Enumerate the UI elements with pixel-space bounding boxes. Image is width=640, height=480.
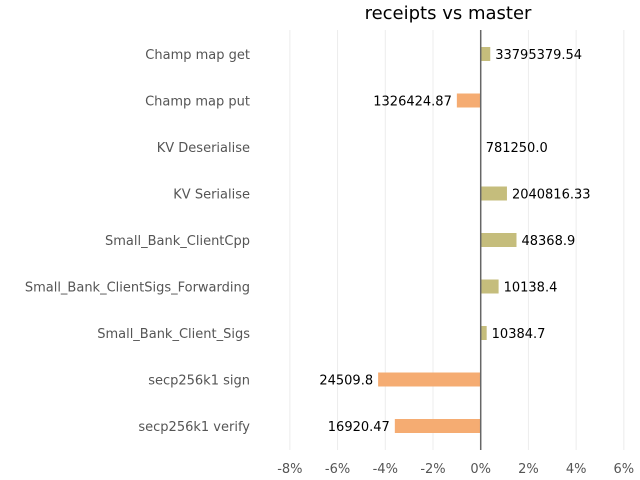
data-label: 1326424.87 [373,95,452,110]
x-tick-label: 4% [566,462,587,477]
category-label: Small_Bank_Client_Sigs [97,327,250,342]
category-label: Champ map put [145,95,250,110]
category-label: Small_Bank_ClientSigs_Forwarding [25,281,250,296]
x-tick-label: -2% [420,462,445,477]
bars [378,47,517,433]
data-label: 33795379.54 [495,48,582,63]
x-tick-label: -4% [373,462,398,477]
bar [480,326,487,340]
category-label: secp256k1 sign [148,374,250,389]
x-tick-label: -8% [277,462,302,477]
category-labels: Champ map get Champ map put KV Deserialise… [25,48,250,435]
category-label: secp256k1 verify [138,420,250,435]
bar [480,279,499,294]
bar [378,372,481,387]
data-label: 10384.7 [492,327,546,342]
data-label: 781250.0 [486,141,548,156]
bar [480,186,507,201]
bar [480,233,517,247]
x-tick-label: -6% [325,462,350,477]
category-label: Champ map get [145,48,250,63]
data-label: 2040816.33 [512,188,591,203]
x-tick-label: 2% [518,462,539,477]
bar [480,47,491,61]
category-label: KV Deserialise [157,141,250,156]
x-tick-label: 6% [614,462,635,477]
chart-title: receipts vs master [365,3,532,24]
data-label: 48368.9 [521,234,575,249]
category-label: KV Serialise [173,188,250,203]
data-label: 16920.47 [328,420,390,435]
x-tick-label: 0% [470,462,491,477]
x-axis-ticks: -8% -6% -4% -2% 0% 2% 4% 6% [277,462,634,477]
grid-lines [289,30,625,450]
data-labels: 33795379.54 1326424.87 781250.0 2040816.33 4… [319,48,590,435]
data-label: 24509.8 [319,374,373,389]
data-label: 10138.4 [504,281,558,296]
bar [456,93,481,108]
category-label: Small_Bank_ClientCpp [105,234,250,249]
bar [394,419,481,433]
